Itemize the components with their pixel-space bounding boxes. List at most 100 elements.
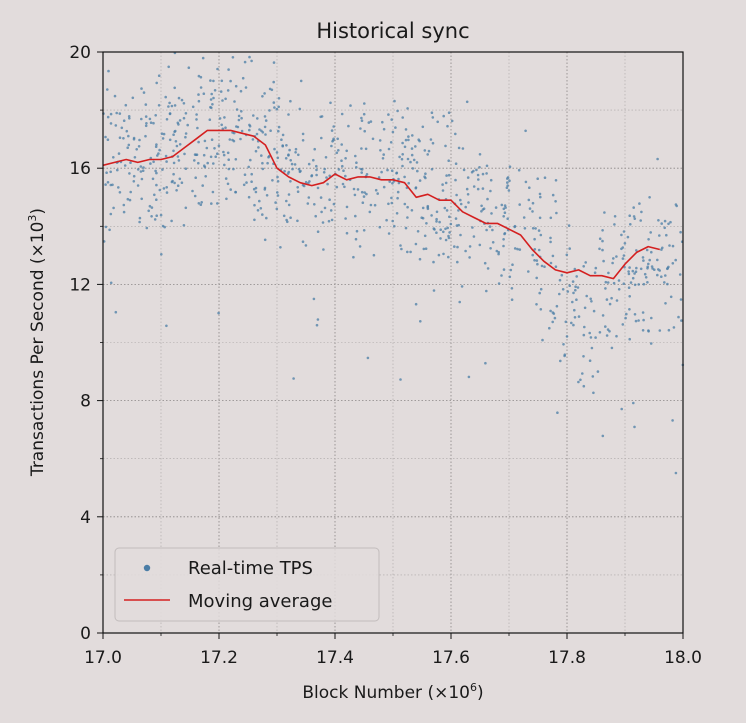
scatter-point bbox=[604, 287, 607, 290]
scatter-point bbox=[140, 177, 144, 181]
scatter-point bbox=[457, 146, 461, 150]
scatter-point bbox=[445, 209, 449, 212]
scatter-point bbox=[485, 164, 489, 168]
scatter-point bbox=[628, 337, 631, 341]
scatter-point bbox=[393, 99, 396, 103]
line-layer bbox=[102, 129, 660, 280]
scatter-point bbox=[122, 203, 126, 207]
scatter-point bbox=[650, 316, 653, 320]
scatter-point bbox=[273, 106, 276, 109]
scatter-point bbox=[551, 311, 555, 314]
scatter-point bbox=[669, 220, 672, 224]
scatter-point bbox=[571, 300, 574, 304]
scatter-point bbox=[132, 174, 136, 178]
scatter-point bbox=[174, 140, 178, 143]
scatter-point bbox=[355, 166, 358, 169]
scatter-point bbox=[149, 156, 153, 160]
scatter-point bbox=[382, 127, 386, 131]
scatter-point bbox=[605, 334, 609, 337]
scatter-point bbox=[233, 100, 236, 103]
scatter-point bbox=[560, 273, 564, 277]
scatter-point bbox=[426, 204, 430, 208]
scatter-point bbox=[561, 288, 565, 291]
scatter-point bbox=[109, 212, 113, 216]
scatter-point bbox=[126, 146, 129, 149]
scatter-point bbox=[157, 152, 160, 155]
scatter-point bbox=[211, 190, 215, 194]
scatter-point bbox=[373, 203, 377, 207]
scatter-point bbox=[224, 177, 228, 180]
scatter-point bbox=[442, 252, 445, 256]
scatter-point bbox=[168, 112, 172, 115]
scatter-point bbox=[133, 156, 137, 159]
scatter-point bbox=[485, 228, 488, 232]
legend-label-moving-average: Moving average bbox=[188, 591, 332, 612]
scatter-point bbox=[394, 126, 397, 129]
scatter-point bbox=[602, 259, 605, 263]
scatter-point bbox=[266, 161, 269, 165]
scatter-point bbox=[458, 300, 462, 304]
scatter-point bbox=[559, 359, 562, 363]
scatter-point bbox=[457, 209, 460, 212]
scatter-point bbox=[205, 146, 209, 150]
scatter-point bbox=[539, 233, 543, 237]
scatter-point bbox=[272, 101, 276, 104]
scatter-point bbox=[320, 210, 323, 214]
scatter-point bbox=[372, 253, 376, 257]
scatter-point bbox=[270, 88, 274, 92]
scatter-point bbox=[222, 150, 225, 154]
scatter-point bbox=[124, 103, 128, 107]
scatter-point bbox=[276, 180, 280, 183]
scatter-point bbox=[621, 246, 625, 249]
scatter-point bbox=[398, 155, 401, 159]
scatter-point bbox=[376, 192, 380, 195]
scatter-point bbox=[285, 199, 288, 203]
scatter-point bbox=[106, 88, 109, 91]
scatter-point bbox=[182, 102, 186, 105]
scatter-point bbox=[603, 211, 606, 214]
scatter-point bbox=[255, 117, 259, 120]
scatter-point bbox=[301, 240, 305, 243]
scatter-point bbox=[426, 153, 430, 156]
scatter-point bbox=[588, 331, 591, 335]
scatter-point bbox=[105, 171, 108, 174]
scatter-point bbox=[378, 225, 382, 229]
scatter-point bbox=[358, 245, 362, 248]
scatter-point bbox=[656, 258, 659, 262]
scatter-point bbox=[150, 215, 153, 218]
scatter-point bbox=[153, 218, 157, 221]
scatter-point bbox=[138, 216, 142, 220]
scatter-point bbox=[326, 182, 329, 186]
scatter-point bbox=[579, 378, 582, 382]
scatter-point bbox=[647, 329, 650, 332]
scatter-point bbox=[617, 288, 621, 291]
scatter-point bbox=[568, 247, 571, 250]
scatter-point bbox=[385, 218, 388, 222]
scatter-point bbox=[155, 183, 158, 187]
scatter-point bbox=[128, 172, 131, 175]
scatter-point bbox=[122, 119, 126, 122]
scatter-point bbox=[484, 361, 487, 365]
scatter-point bbox=[315, 323, 319, 327]
scatter-point bbox=[666, 266, 669, 270]
scatter-point bbox=[220, 123, 223, 127]
scatter-point bbox=[352, 187, 356, 191]
scatter-point bbox=[604, 280, 608, 284]
scatter-point bbox=[558, 278, 562, 282]
scatter-point bbox=[401, 153, 405, 156]
scatter-point bbox=[297, 153, 300, 157]
scatter-point bbox=[465, 100, 469, 104]
scatter-point bbox=[466, 176, 470, 179]
scatter-point bbox=[253, 218, 256, 222]
scatter-point bbox=[118, 136, 122, 139]
scatter-point bbox=[227, 158, 230, 161]
scatter-point bbox=[406, 157, 410, 161]
scatter-point bbox=[286, 172, 290, 175]
scatter-point bbox=[366, 356, 370, 360]
scatter-point bbox=[633, 283, 637, 287]
scatter-point bbox=[180, 181, 184, 184]
scatter-point bbox=[430, 167, 434, 171]
y-tick-label: 4 bbox=[80, 508, 91, 528]
scatter-point bbox=[674, 203, 678, 206]
scatter-point bbox=[301, 183, 305, 187]
